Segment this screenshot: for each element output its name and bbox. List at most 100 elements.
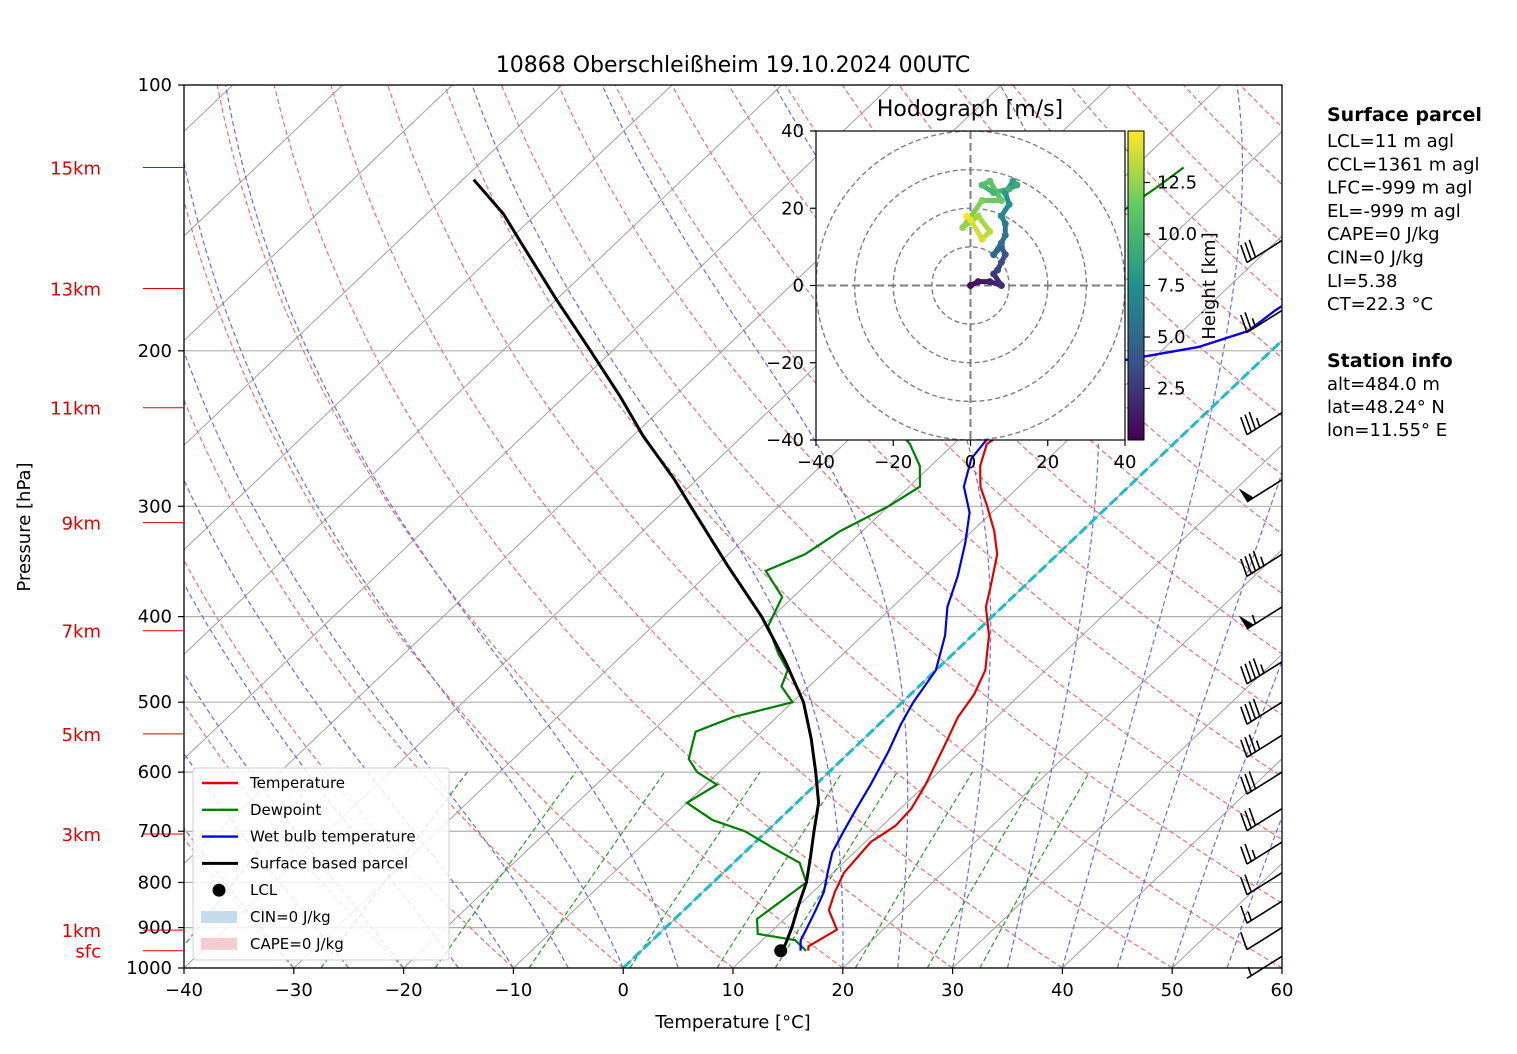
- moist-adiabat: [184, 582, 459, 968]
- x-tick-label: 60: [1271, 980, 1294, 1001]
- moist-adiabat: [1171, 659, 1282, 968]
- colorbar-tick-label: 10.0: [1157, 224, 1197, 245]
- wind-barb-staff: [1246, 900, 1283, 924]
- wind-barb-flag: [1240, 666, 1248, 685]
- wind-barb: [1240, 771, 1283, 795]
- y-tick-label: 700: [138, 821, 172, 842]
- wind-barb-staff: [1246, 872, 1283, 896]
- hodograph-y-tick-label: −20: [766, 353, 804, 374]
- wind-barb-pennant: [1238, 488, 1254, 502]
- wind-barb-flag: [1248, 734, 1257, 753]
- wind-barb: [1246, 955, 1283, 979]
- wind-barb-flag: [1248, 701, 1257, 720]
- wind-barb: [1240, 658, 1283, 685]
- wind-barb-flag: [1240, 558, 1248, 577]
- wind-barb-flag: [1244, 312, 1252, 331]
- legend-label: Temperature: [249, 774, 345, 792]
- wind-barb-flag: [1248, 807, 1257, 826]
- y-tick-label: 300: [138, 496, 172, 517]
- hodograph-x-tick-label: 0: [965, 452, 976, 473]
- skewt-axes: −40 −30 −20 −10 0 10 20 30 40 50 60100090080070060…: [50, 75, 1293, 1001]
- mixing-ratio-line: [774, 771, 898, 968]
- wind-barb-half-flag: [1247, 966, 1252, 976]
- height-label: sfc: [75, 942, 101, 963]
- series-surface-based-parcel: [472, 178, 821, 952]
- mixing-ratio-line: [854, 771, 974, 968]
- wind-barb-half-flag: [1260, 556, 1265, 566]
- x-tick-label: 30: [941, 980, 964, 1001]
- height-label: 7km: [62, 622, 101, 643]
- y-axis-label: Pressure [hPa]: [14, 462, 35, 591]
- hodograph-y-tick-label: 0: [793, 276, 804, 297]
- hodograph-point: [990, 189, 998, 197]
- dry-adiabat: [557, 85, 1282, 841]
- hodograph-point: [986, 278, 994, 286]
- wind-barb: [1240, 309, 1283, 334]
- wind-barb-staff: [1246, 411, 1283, 436]
- wind-barb: [1240, 550, 1283, 577]
- hodograph-y-tick-label: 20: [781, 198, 804, 219]
- y-tick-label: 1000: [126, 958, 172, 979]
- wind-barb-flag: [1240, 776, 1248, 795]
- hodograph-trace: [959, 177, 1021, 289]
- hodograph-point: [978, 197, 986, 205]
- legend: Temperature Dewpoint Wet bulb temperature S…: [192, 767, 450, 961]
- wind-barb-staff: [1246, 926, 1283, 951]
- wind-barb: [1238, 606, 1283, 630]
- wind-barb-flag: [1244, 242, 1252, 261]
- wind-barb-pennant: [1238, 615, 1254, 629]
- hodograph-point: [994, 266, 1002, 274]
- moist-adiabat: [1116, 471, 1282, 968]
- wind-barb-half-flag: [1255, 417, 1261, 427]
- hodograph-point: [978, 235, 986, 243]
- hodograph-point: [986, 177, 994, 185]
- dry-adiabat: [216, 85, 844, 968]
- y-tick-label: 500: [138, 692, 172, 713]
- hodograph-point: [997, 239, 1005, 247]
- wind-barb-flag: [1240, 706, 1248, 725]
- legend-swatch: [212, 883, 226, 897]
- wind-barb: [1238, 479, 1283, 503]
- hodograph-title: Hodograph [m/s]: [877, 97, 1063, 122]
- isotherm-line: [184, 85, 343, 237]
- x-tick-label: 40: [1051, 980, 1074, 1001]
- wind-barb-flag: [1240, 813, 1248, 831]
- hodograph-point: [1001, 220, 1009, 228]
- wind-barb-flag: [1240, 877, 1248, 895]
- wind-barb-flag: [1244, 555, 1252, 574]
- wind-barb: [1240, 926, 1283, 951]
- wind-barb-half-flag: [1251, 849, 1257, 859]
- x-tick-label: 0: [617, 980, 628, 1001]
- wind-barb-flag: [1244, 843, 1252, 862]
- hodograph-point: [1001, 231, 1009, 239]
- isotherm-line: [403, 130, 1282, 968]
- dry-adiabat: [841, 85, 1282, 535]
- mixing-ratio-line: [979, 771, 1091, 968]
- hodograph-point: [1005, 200, 1013, 208]
- dry-adiabat: [500, 85, 1282, 904]
- legend-swatch: [201, 911, 237, 923]
- wind-barb-flag: [1248, 553, 1257, 572]
- wind-barb-flag: [1252, 658, 1261, 677]
- isotherm-line: [184, 85, 892, 760]
- hodograph-x-tick-label: 40: [1114, 452, 1137, 473]
- x-tick-label: 20: [831, 980, 854, 1001]
- chart-title: 10868 Oberschleißheim 19.10.2024 00UTC: [496, 53, 971, 78]
- wind-barb-staff: [1246, 841, 1283, 865]
- hodograph-point: [1001, 251, 1009, 259]
- legend-label: CAPE=0 J/kg: [250, 935, 344, 953]
- wind-barb: [1240, 841, 1283, 865]
- wind-barb: [1240, 807, 1283, 832]
- wind-barb-flag: [1240, 846, 1248, 865]
- surface-parcel-line: CAPE=0 J/kg: [1327, 224, 1440, 245]
- wind-barb: [1240, 239, 1283, 264]
- series-wet-bulb-temperature: [799, 304, 1282, 951]
- surface-parcel-line: EL=-999 m agl: [1327, 201, 1461, 222]
- hodograph-point: [974, 212, 982, 220]
- legend-label: Wet bulb temperature: [250, 828, 416, 846]
- hodograph-point: [963, 212, 971, 220]
- wind-barb-staff: [1246, 701, 1283, 725]
- hodograph-point: [986, 227, 994, 235]
- wind-barb-staff: [1246, 479, 1283, 503]
- mixing-ratio-line: [629, 771, 761, 968]
